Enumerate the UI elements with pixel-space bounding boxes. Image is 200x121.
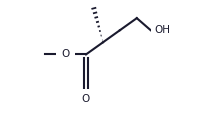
Text: O: O — [81, 94, 90, 104]
Text: OH: OH — [154, 25, 169, 35]
Text: O: O — [61, 49, 69, 59]
